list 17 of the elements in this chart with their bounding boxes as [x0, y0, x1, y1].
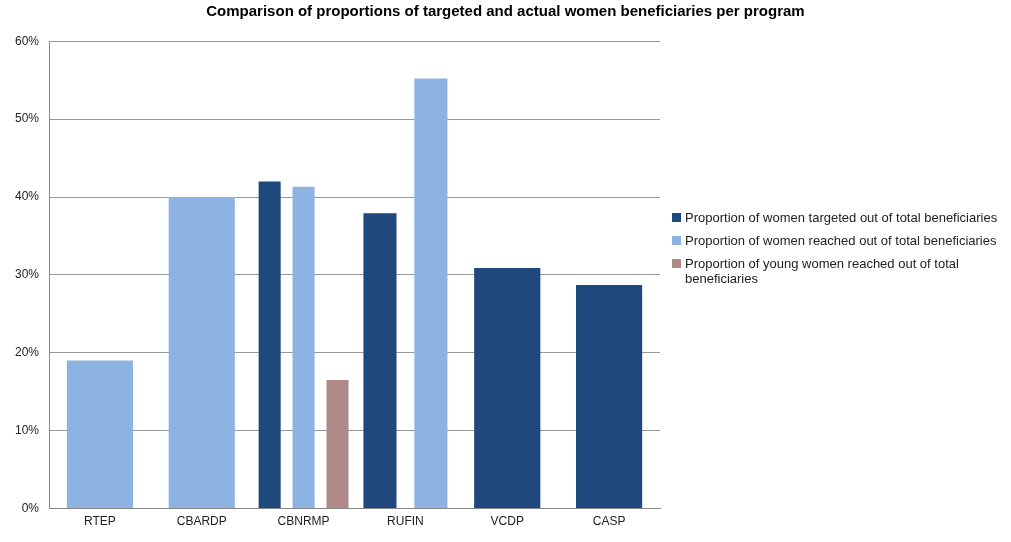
legend-label: Proportion of young women reached out of total beneficiaries [685, 256, 960, 286]
chart-title: Comparison of proportions of targeted and actual women beneficiaries per program [205, 2, 806, 19]
y-tick-label: 10% [14, 423, 40, 438]
x-tick-label: RUFIN [387, 514, 424, 529]
x-tick-label: CBNRMP [277, 514, 330, 529]
x-tick-label: CASP [592, 514, 626, 529]
x-tick-label: RTEP [84, 514, 116, 529]
legend-label: Proportion of women reached out of total beneficiaries [685, 233, 997, 248]
x-tick-label: CBARDP [176, 514, 227, 529]
y-tick-label: 50% [14, 111, 40, 126]
legend-label: Proportion of women targeted out of total beneficiaries [685, 210, 998, 225]
y-tick-label: 60% [14, 33, 40, 48]
y-tick-label: 30% [14, 267, 40, 282]
y-tick-label: 40% [14, 189, 40, 204]
y-tick-label: 20% [14, 345, 40, 360]
x-tick-label: VCDP [490, 514, 524, 529]
y-tick-label: 0% [21, 500, 40, 515]
